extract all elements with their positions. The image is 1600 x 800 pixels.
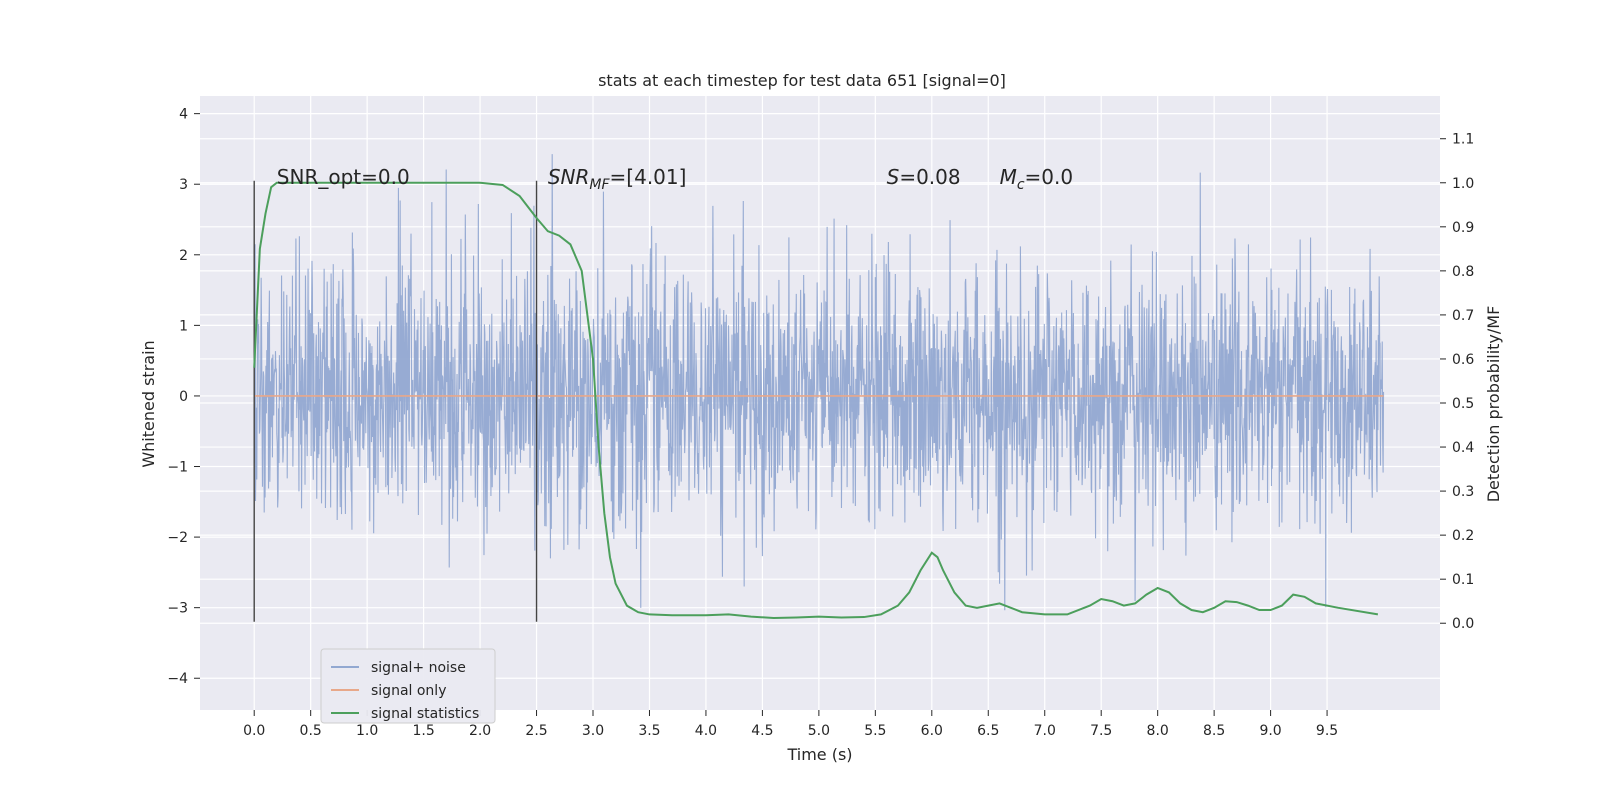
x-tick-label: 1.5 [412,723,434,739]
legend-label: signal+ noise [371,660,466,676]
chart-title: stats at each timestep for test data 651… [598,71,1006,90]
x-tick-label: 1.0 [356,723,378,739]
y2-tick-label: 0.0 [1452,616,1474,632]
noise-trace [253,154,1385,611]
legend-label: signal statistics [371,706,479,722]
y2-tick-label: 0.3 [1452,484,1474,500]
y-tick-label: 1 [179,318,188,334]
x-tick-label: 8.5 [1203,723,1225,739]
y-tick-label: 2 [179,248,188,264]
x-tick-label: 2.5 [525,723,547,739]
x-tick-label: 8.0 [1147,723,1169,739]
statistics-line [253,181,1379,619]
y2-tick-label: 0.9 [1452,220,1474,236]
x-tick-label: 7.5 [1090,723,1112,739]
y-tick-label: 4 [179,107,188,123]
vertical-markers [253,180,538,622]
annotation-2: S=0.08 [887,165,961,189]
y2-tick-label: 0.5 [1452,396,1474,412]
y2-tick-label: 0.7 [1452,308,1474,324]
y-axis-ticks: −4 −3 −2 −1 0 1 2 3 4 [167,107,200,687]
x-tick-label: 9.5 [1316,723,1338,739]
x-tick-label: 5.5 [864,723,886,739]
x-tick-label: 3.0 [582,723,604,739]
annotations: SNR_opt=0.0 SNRMF=[4.01] S=0.08 Mc=0.0 [277,165,1073,193]
series-signal-statistics [253,181,1379,619]
y2-tick-label: 0.6 [1452,352,1474,368]
y-tick-label: 0 [179,389,188,405]
x-tick-label: 6.5 [977,723,999,739]
annotation-3: Mc=0.0 [1000,165,1074,193]
y2-tick-label: 0.2 [1452,528,1474,544]
x-axis-ticks: 0.0 0.5 1.0 1.5 2.0 2.5 3.0 3.5 4.0 4.5 5.0 5.5 6.0 6… [243,710,1338,739]
y-tick-label: 3 [179,177,188,193]
x-tick-label: 0.5 [300,723,322,739]
x-tick-label: 3.5 [638,723,660,739]
legend-box [320,648,496,724]
x-axis-title: Time (s) [786,745,852,764]
y2-tick-label: 1.1 [1452,132,1474,148]
legend-label: signal only [371,683,446,699]
y2-axis-ticks: 0.0 0.1 0.2 0.3 0.4 0.5 0.6 0.7 0.8 0.9 1.0 1.1 [1440,132,1474,632]
y-tick-label: −3 [167,601,188,617]
x-tick-label: 7.0 [1034,723,1056,739]
series-signal-plus-noise [253,154,1385,611]
y2-tick-label: 0.1 [1452,572,1474,588]
y-tick-label: −4 [167,671,188,687]
y2-tick-label: 0.8 [1452,264,1474,280]
x-tick-label: 4.5 [751,723,773,739]
y-tick-label: −1 [167,460,188,476]
y-axis-title: Whitened strain [139,340,158,467]
y2-tick-label: 1.0 [1452,176,1474,192]
x-tick-label: 9.0 [1259,723,1281,739]
x-tick-label: 6.0 [921,723,943,739]
x-tick-label: 4.0 [695,723,717,739]
y2-tick-label: 0.4 [1452,440,1474,456]
annotation-0: SNR_opt=0.0 [277,165,410,189]
x-tick-label: 2.0 [469,723,491,739]
legend: signal+ noise signal only signal statistic… [320,648,496,724]
y-tick-label: −2 [167,530,188,546]
annotation-1: SNRMF=[4.01] [548,165,687,193]
x-tick-label: 5.0 [808,723,830,739]
x-tick-label: 0.0 [243,723,265,739]
y2-axis-title: Detection probability/MF [1484,306,1503,503]
